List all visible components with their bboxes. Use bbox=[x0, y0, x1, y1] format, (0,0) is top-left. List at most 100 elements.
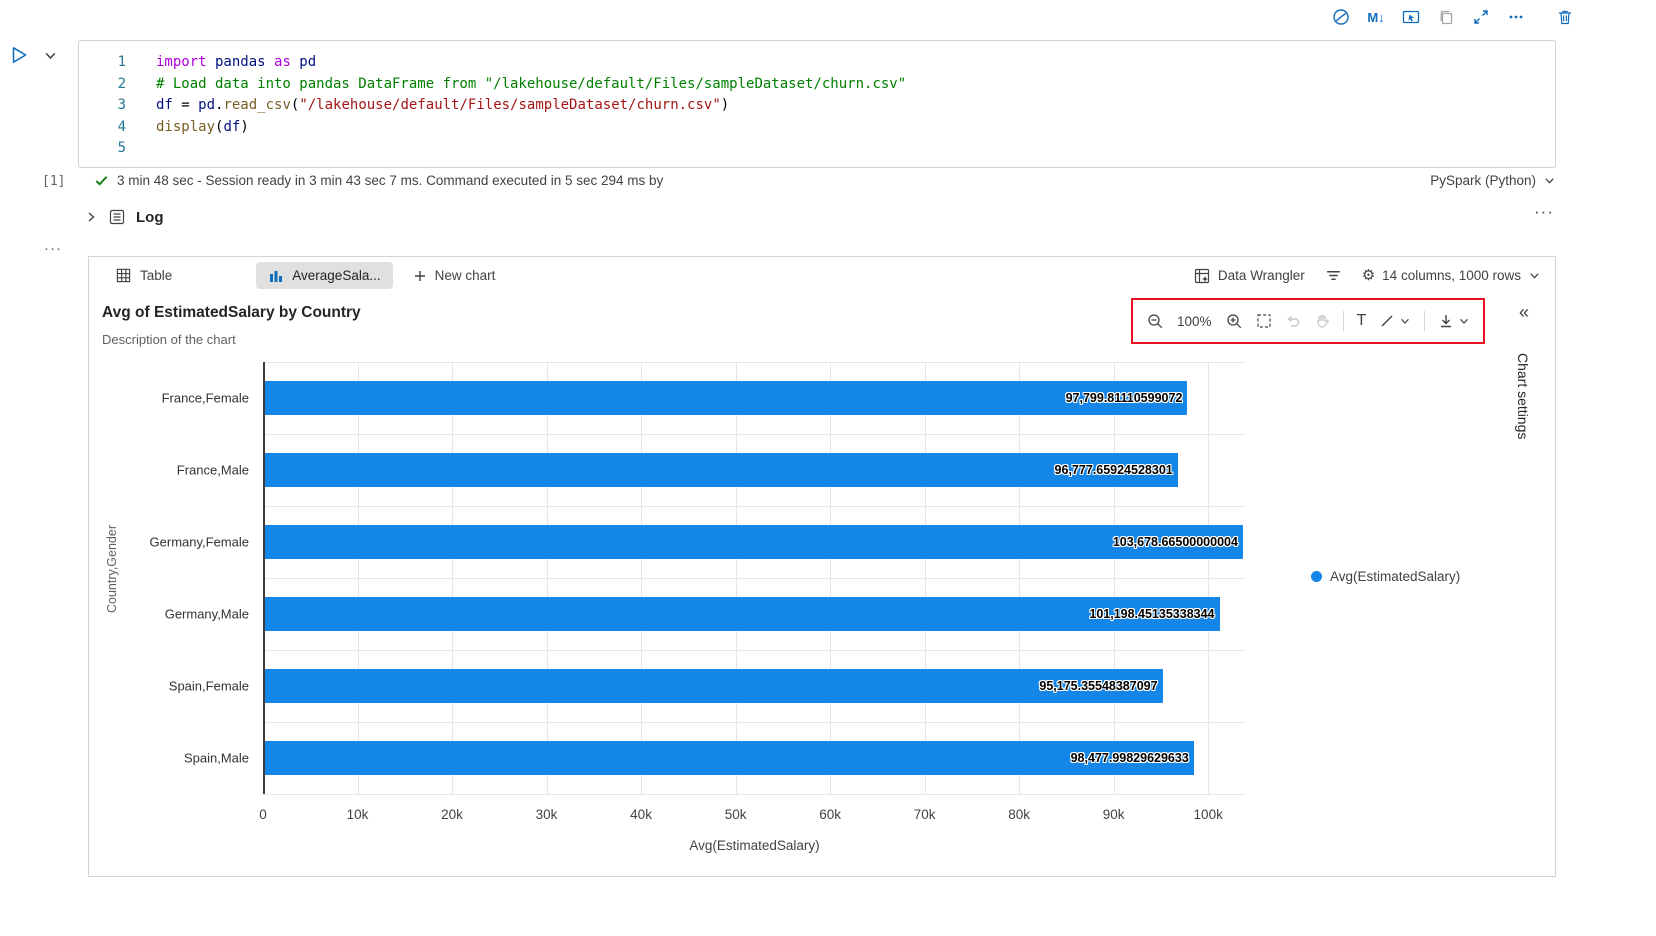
bar-spain-male[interactable]: 98,477.99829629633 bbox=[263, 741, 1194, 775]
gridline-h bbox=[263, 650, 1246, 651]
markdown-icon[interactable]: M↓ bbox=[1367, 9, 1385, 25]
code-editor[interactable]: 1 import pandas as pd 2 # Load data into pa… bbox=[79, 52, 1555, 160]
expand-cell-icon[interactable] bbox=[1468, 5, 1494, 29]
bar-value-label: 103,678.66500000004 bbox=[1112, 535, 1238, 549]
zoom-out-icon[interactable] bbox=[1146, 312, 1164, 330]
bar-spain-female[interactable]: 95,175.35548387097 bbox=[263, 669, 1163, 703]
run-cell-button[interactable] bbox=[8, 44, 30, 66]
kernel-selector[interactable]: PySpark (Python) bbox=[1430, 173, 1556, 188]
tab-chart-label: AverageSala... bbox=[292, 268, 381, 283]
collapse-settings-button[interactable]: « bbox=[1518, 302, 1529, 322]
toolbar-divider bbox=[1424, 311, 1426, 331]
convert-cell-icon[interactable] bbox=[1398, 5, 1424, 29]
delete-cell-icon[interactable] bbox=[1552, 5, 1578, 29]
chevron-down-icon bbox=[1401, 318, 1410, 324]
line-tool-icon bbox=[1381, 315, 1393, 327]
log-list-icon bbox=[109, 209, 125, 225]
success-check-icon bbox=[94, 173, 109, 188]
undo-icon[interactable] bbox=[1285, 313, 1301, 329]
kernel-label: PySpark (Python) bbox=[1430, 173, 1536, 188]
bar-france-female[interactable]: 97,799.81110599072 bbox=[263, 381, 1188, 415]
view-filter-icon[interactable] bbox=[1325, 267, 1342, 284]
chart-legend[interactable]: Avg(EstimatedSalary) bbox=[1311, 569, 1460, 584]
line-annotation-button[interactable] bbox=[1379, 313, 1411, 329]
table-info-dropdown[interactable]: ⚙ 14 columns, 1000 rows bbox=[1362, 268, 1541, 283]
bar-chart-icon bbox=[270, 270, 283, 282]
tab-table[interactable]: Table bbox=[103, 262, 184, 289]
gridline-h bbox=[263, 578, 1246, 579]
y-labels: France,Female France,Male Germany,Female Ge… bbox=[89, 362, 249, 794]
new-chart-button[interactable]: New chart bbox=[401, 262, 508, 289]
line-number: 1 bbox=[117, 54, 126, 70]
data-wrangler-icon bbox=[1194, 268, 1210, 283]
x-tick-label: 50k bbox=[724, 807, 747, 822]
x-tick-label: 80k bbox=[1008, 807, 1031, 822]
x-tick-label: 100k bbox=[1193, 807, 1223, 822]
chart-title: Avg of EstimatedSalary by Country bbox=[102, 304, 361, 321]
copilot-icon[interactable] bbox=[1328, 5, 1354, 29]
execution-count: [1] bbox=[42, 174, 66, 189]
code-text: df = pd.read_csv("/lakehouse/default/Fil… bbox=[156, 97, 730, 113]
bar-value-label: 97,799.81110599072 bbox=[1065, 391, 1183, 405]
bar-germany-male[interactable]: 101,198.45135338344 bbox=[263, 597, 1220, 631]
y-category-label: Spain,Male bbox=[183, 750, 249, 766]
tab-chart-averagesalary[interactable]: AverageSala... bbox=[256, 262, 393, 289]
legend-dot-icon bbox=[1311, 571, 1322, 582]
chevron-down-icon bbox=[1530, 273, 1539, 279]
bar-france-male[interactable]: 96,777.65924528301 bbox=[263, 453, 1178, 487]
toolbar-divider bbox=[1342, 311, 1344, 331]
x-ticks: 0 10k 20k 30k 40k 50k 60k 70k 80k 90k 100k bbox=[259, 807, 1246, 825]
zoom-in-icon[interactable] bbox=[1225, 312, 1243, 330]
code-line[interactable]: 2 # Load data into pandas DataFrame from … bbox=[79, 74, 1555, 96]
line-number: 3 bbox=[117, 97, 126, 113]
gridline-h bbox=[263, 362, 1246, 363]
x-tick-label: 0 bbox=[259, 807, 267, 822]
table-grid-icon bbox=[116, 268, 131, 283]
bar-value-label: 101,198.45135338344 bbox=[1089, 607, 1215, 621]
output-more-button[interactable]: ··· bbox=[44, 240, 62, 257]
bar-value-label: 96,777.65924528301 bbox=[1054, 463, 1173, 477]
code-line[interactable]: 4 display(df) bbox=[79, 117, 1555, 139]
cell-toolbar: M↓ bbox=[1328, 5, 1578, 29]
code-cell[interactable]: 1 import pandas as pd 2 # Load data into pa… bbox=[78, 40, 1556, 168]
log-section-header[interactable]: Log bbox=[84, 208, 164, 226]
plot-area: 97,799.81110599072 96,777.65924528301 103,… bbox=[263, 362, 1246, 795]
chart-subtitle: Description of the chart bbox=[102, 332, 236, 347]
gear-icon: ⚙ bbox=[1361, 267, 1376, 284]
y-category-label: Spain,Female bbox=[168, 678, 249, 694]
marquee-select-icon[interactable] bbox=[1256, 313, 1272, 329]
code-line[interactable]: 1 import pandas as pd bbox=[79, 52, 1555, 74]
bar-value-label: 98,477.99829629633 bbox=[1070, 751, 1189, 765]
download-chart-button[interactable] bbox=[1438, 313, 1470, 329]
x-tick-label: 30k bbox=[535, 807, 558, 822]
line-number: 2 bbox=[117, 75, 126, 92]
chevron-right-icon bbox=[88, 212, 95, 222]
y-category-label: Germany,Male bbox=[164, 606, 249, 622]
y-category-label: Germany,Female bbox=[149, 534, 249, 550]
log-more-button[interactable]: ··· bbox=[1534, 202, 1554, 221]
output-card: Table AverageSala... New chart Data Wran… bbox=[88, 256, 1556, 877]
gridline-h bbox=[263, 722, 1246, 723]
code-line[interactable]: 5 bbox=[79, 138, 1555, 160]
y-category-label: France,Male bbox=[176, 462, 249, 478]
text-annotation-button[interactable]: T bbox=[1356, 312, 1367, 329]
run-options-chevron-icon[interactable] bbox=[43, 48, 58, 63]
copy-cell-icon[interactable] bbox=[1433, 5, 1459, 29]
cell-status: 3 min 48 sec - Session ready in 3 min 43… bbox=[94, 173, 663, 188]
x-tick-label: 60k bbox=[819, 807, 841, 822]
x-tick-label: 10k bbox=[346, 807, 369, 822]
code-text: # Load data into pandas DataFrame from "… bbox=[156, 75, 907, 92]
more-options-icon[interactable] bbox=[1503, 5, 1529, 29]
x-tick-label: 40k bbox=[630, 807, 652, 822]
y-axis-line bbox=[263, 362, 265, 794]
x-tick-label: 70k bbox=[913, 807, 936, 822]
code-line[interactable]: 3 df = pd.read_csv("/lakehouse/default/Fi… bbox=[79, 95, 1555, 117]
data-wrangler-button[interactable]: Data Wrangler bbox=[1193, 267, 1305, 285]
run-controls bbox=[8, 44, 58, 66]
bar-germany-female[interactable]: 103,678.66500000004 bbox=[263, 525, 1243, 559]
pan-hand-icon[interactable] bbox=[1314, 313, 1330, 329]
gridline-h bbox=[263, 794, 1246, 795]
output-tab-controls: Data Wrangler ⚙ 14 columns, 1000 rows bbox=[1193, 257, 1541, 294]
status-text: 3 min 48 sec - Session ready in 3 min 43… bbox=[117, 173, 664, 188]
